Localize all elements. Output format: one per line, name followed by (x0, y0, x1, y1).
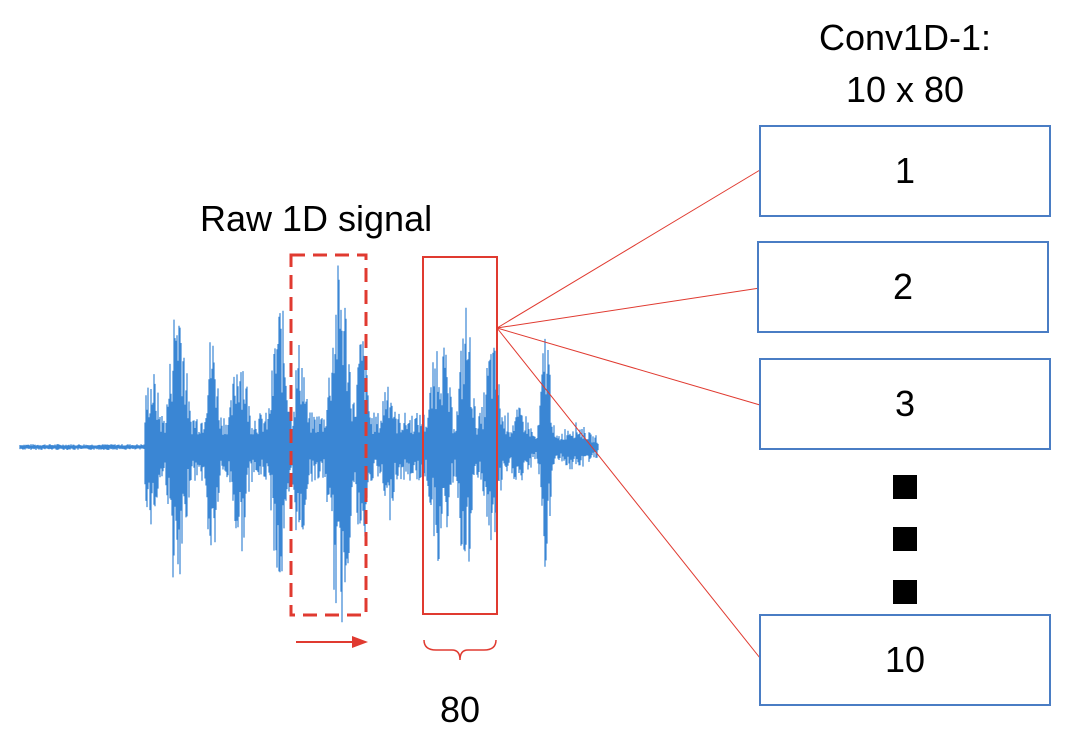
connector-line-2 (496, 287, 761, 329)
ellipsis-dot (893, 580, 917, 604)
ellipsis-dot (893, 475, 917, 499)
right-arrow-icon (296, 636, 368, 648)
current-window (422, 256, 498, 615)
filter-box-2: 2 (757, 241, 1049, 333)
connector-line-3 (496, 327, 761, 406)
diagram-title: Raw 1D signal (200, 198, 433, 239)
layer-shape: 10 x 80 (845, 69, 965, 110)
filter-box-1: 1 (759, 125, 1051, 217)
window-brace (423, 639, 497, 661)
filter-label: 2 (892, 266, 914, 307)
layer-name: Conv1D-1: (818, 17, 992, 58)
connector-line-1 (496, 169, 761, 329)
ellipsis-dot (893, 527, 917, 551)
connector-line-10 (496, 327, 761, 659)
raw-signal-waveform (19, 265, 599, 623)
window-length-label: 80 (439, 689, 481, 730)
filter-label: 3 (894, 383, 916, 424)
filter-label: 1 (894, 150, 916, 191)
filter-box-10: 10 (759, 614, 1051, 706)
filter-box-3: 3 (759, 358, 1051, 450)
sliding-window-dashed (289, 253, 368, 617)
filter-label: 10 (884, 639, 926, 680)
